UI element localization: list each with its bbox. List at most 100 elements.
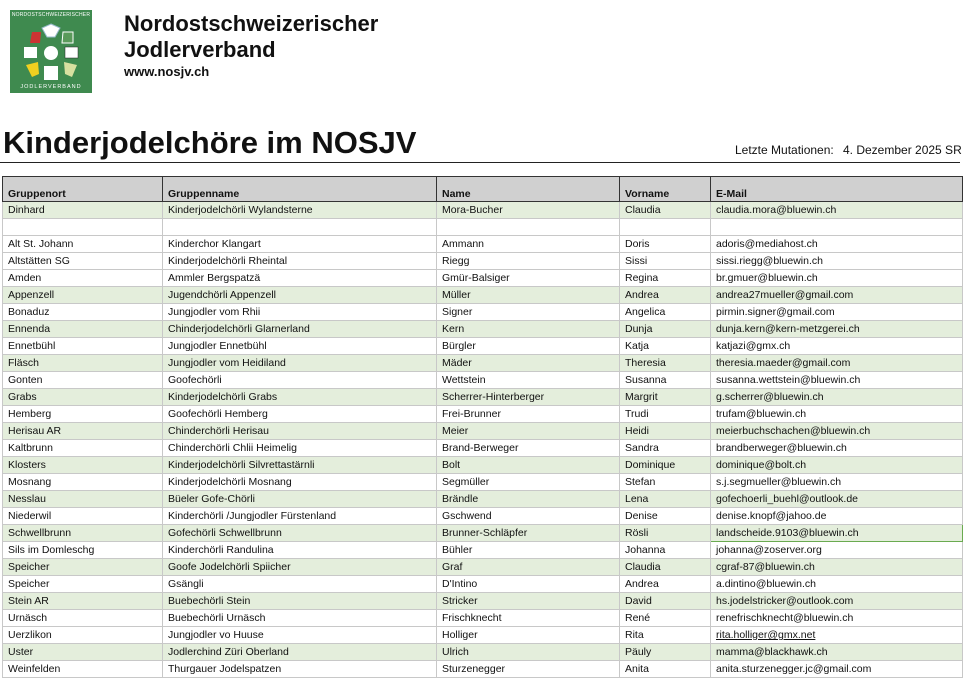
gruppenort-cell[interactable]: Fläsch: [2, 354, 163, 372]
gruppenname-cell[interactable]: Thurgauer Jodelspatzen: [162, 660, 437, 678]
gruppenort-cell[interactable]: Dinhard: [2, 201, 163, 219]
vorname-cell[interactable]: Sandra: [619, 439, 711, 457]
vorname-cell[interactable]: Heidi: [619, 422, 711, 440]
vorname-cell[interactable]: Angelica: [619, 303, 711, 321]
email-cell[interactable]: theresia.maeder@gmail.com: [710, 354, 963, 372]
email-cell[interactable]: dominique@bolt.ch: [710, 456, 963, 474]
gruppenname-cell[interactable]: Chinderchörli Chlii Heimelig: [162, 439, 437, 457]
gruppenname-cell[interactable]: Kinderchörli /Jungjodler Fürstenland: [162, 507, 437, 525]
name-cell[interactable]: Bürgler: [436, 337, 620, 355]
name-cell[interactable]: Kern: [436, 320, 620, 338]
vorname-cell[interactable]: Doris: [619, 235, 711, 253]
name-cell[interactable]: Ammann: [436, 235, 620, 253]
gruppenort-cell[interactable]: Alt St. Johann: [2, 235, 163, 253]
gruppenname-cell[interactable]: Goofe Jodelchörli Spiicher: [162, 558, 437, 576]
gruppenort-cell[interactable]: Uster: [2, 643, 163, 661]
gruppenname-cell[interactable]: Chinderchörli Herisau: [162, 422, 437, 440]
name-cell[interactable]: Wettstein: [436, 371, 620, 389]
gruppenname-cell[interactable]: Kinderjodelchörli Mosnang: [162, 473, 437, 491]
vorname-cell[interactable]: Stefan: [619, 473, 711, 491]
email-cell[interactable]: trufam@bluewin.ch: [710, 405, 963, 423]
gruppenname-cell[interactable]: Kinderjodelchörli Rheintal: [162, 252, 437, 270]
gruppenort-cell[interactable]: Niederwil: [2, 507, 163, 525]
vorname-cell[interactable]: Theresia: [619, 354, 711, 372]
gruppenname-cell[interactable]: Buebechörli Urnäsch: [162, 609, 437, 627]
name-cell[interactable]: Signer: [436, 303, 620, 321]
name-cell[interactable]: Bühler: [436, 541, 620, 559]
email-cell[interactable]: [710, 218, 963, 236]
email-cell[interactable]: susanna.wettstein@bluewin.ch: [710, 371, 963, 389]
vorname-cell[interactable]: René: [619, 609, 711, 627]
vorname-cell[interactable]: Rita: [619, 626, 711, 644]
gruppenort-cell[interactable]: Ennetbühl: [2, 337, 163, 355]
gruppenname-cell[interactable]: Goofechörli: [162, 371, 437, 389]
email-cell[interactable]: adoris@mediahost.ch: [710, 235, 963, 253]
vorname-cell[interactable]: Margrit: [619, 388, 711, 406]
gruppenort-cell[interactable]: Urnäsch: [2, 609, 163, 627]
name-cell[interactable]: Sturzenegger: [436, 660, 620, 678]
email-cell[interactable]: a.dintino@bluewin.ch: [710, 575, 963, 593]
gruppenort-cell[interactable]: Appenzell: [2, 286, 163, 304]
email-cell[interactable]: br.gmuer@bluewin.ch: [710, 269, 963, 287]
email-cell[interactable]: s.j.segmueller@bluewin.ch: [710, 473, 963, 491]
gruppenort-cell[interactable]: Sils im Domleschg: [2, 541, 163, 559]
name-cell[interactable]: Graf: [436, 558, 620, 576]
email-cell[interactable]: landscheide.9103@bluewin.ch: [710, 524, 963, 542]
email-cell[interactable]: denise.knopf@jahoo.de: [710, 507, 963, 525]
email-cell[interactable]: hs.jodelstricker@outlook.com: [710, 592, 963, 610]
gruppenname-cell[interactable]: Gofechörli Schwellbrunn: [162, 524, 437, 542]
email-cell[interactable]: cgraf-87@bluewin.ch: [710, 558, 963, 576]
email-cell[interactable]: meierbuchschachen@bluewin.ch: [710, 422, 963, 440]
email-cell[interactable]: andrea27mueller@gmail.com: [710, 286, 963, 304]
name-cell[interactable]: Gschwend: [436, 507, 620, 525]
email-cell[interactable]: anita.sturzenegger.jc@gmail.com: [710, 660, 963, 678]
email-cell[interactable]: katjazi@gmx.ch: [710, 337, 963, 355]
vorname-cell[interactable]: David: [619, 592, 711, 610]
gruppenort-cell[interactable]: Stein AR: [2, 592, 163, 610]
email-cell[interactable]: dunja.kern@kern-metzgerei.ch: [710, 320, 963, 338]
gruppenort-cell[interactable]: Amden: [2, 269, 163, 287]
gruppenname-cell[interactable]: Jungjodler Ennetbühl: [162, 337, 437, 355]
gruppenname-cell[interactable]: Jungjodler vom Heidiland: [162, 354, 437, 372]
gruppenname-cell[interactable]: Ammler Bergspatzä: [162, 269, 437, 287]
name-cell[interactable]: Ulrich: [436, 643, 620, 661]
gruppenort-cell[interactable]: Bonaduz: [2, 303, 163, 321]
gruppenname-cell[interactable]: Chinderjodelchörli Glarnerland: [162, 320, 437, 338]
name-cell[interactable]: D'Intino: [436, 575, 620, 593]
gruppenort-cell[interactable]: Speicher: [2, 558, 163, 576]
gruppenname-cell[interactable]: Jugendchörli Appenzell: [162, 286, 437, 304]
gruppenname-cell[interactable]: Goofechörli Hemberg: [162, 405, 437, 423]
gruppenort-cell[interactable]: Kaltbrunn: [2, 439, 163, 457]
name-cell[interactable]: Holliger: [436, 626, 620, 644]
gruppenname-cell[interactable]: Kinderjodelchörli Wylandsterne: [162, 201, 437, 219]
name-cell[interactable]: Frischknecht: [436, 609, 620, 627]
name-cell[interactable]: Gmür-Balsiger: [436, 269, 620, 287]
vorname-cell[interactable]: Dominique: [619, 456, 711, 474]
email-cell[interactable]: sissi.riegg@bluewin.ch: [710, 252, 963, 270]
gruppenname-cell[interactable]: Büeler Gofe-Chörli: [162, 490, 437, 508]
name-cell[interactable]: Mora-Bucher: [436, 201, 620, 219]
email-cell[interactable]: g.scherrer@bluewin.ch: [710, 388, 963, 406]
gruppenort-cell[interactable]: Schwellbrunn: [2, 524, 163, 542]
name-cell[interactable]: Brunner-Schläpfer: [436, 524, 620, 542]
name-cell[interactable]: Müller: [436, 286, 620, 304]
vorname-cell[interactable]: [619, 218, 711, 236]
gruppenname-cell[interactable]: Gsängli: [162, 575, 437, 593]
vorname-cell[interactable]: Susanna: [619, 371, 711, 389]
vorname-cell[interactable]: Katja: [619, 337, 711, 355]
vorname-cell[interactable]: Lena: [619, 490, 711, 508]
email-cell[interactable]: gofechoerli_buehl@outlook.de: [710, 490, 963, 508]
vorname-cell[interactable]: Claudia: [619, 201, 711, 219]
gruppenort-cell[interactable]: Herisau AR: [2, 422, 163, 440]
gruppenname-cell[interactable]: Jungjodler vo Huuse: [162, 626, 437, 644]
vorname-cell[interactable]: Dunja: [619, 320, 711, 338]
name-cell[interactable]: Brand-Berweger: [436, 439, 620, 457]
vorname-cell[interactable]: Päuly: [619, 643, 711, 661]
vorname-cell[interactable]: Denise: [619, 507, 711, 525]
name-cell[interactable]: Bolt: [436, 456, 620, 474]
vorname-cell[interactable]: Rösli: [619, 524, 711, 542]
gruppenort-cell[interactable]: Altstätten SG: [2, 252, 163, 270]
name-cell[interactable]: Stricker: [436, 592, 620, 610]
vorname-cell[interactable]: Regina: [619, 269, 711, 287]
email-cell[interactable]: claudia.mora@bluewin.ch: [710, 201, 963, 219]
